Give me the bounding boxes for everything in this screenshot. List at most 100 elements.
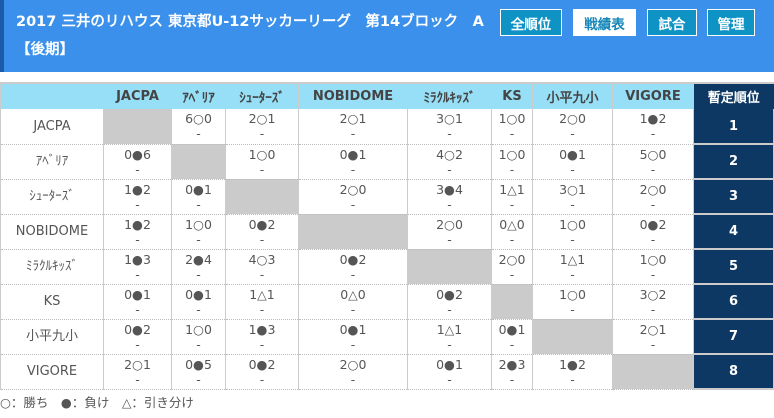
second-leg-score: - [447,196,452,212]
result-cell[interactable]: 1●3- [225,319,299,355]
first-leg-score: 2○0 [339,356,367,372]
result-cell[interactable]: 1△1- [532,249,613,285]
result-cell[interactable]: 1●3- [103,249,172,285]
result-cell[interactable]: 1○0- [491,109,533,145]
result-cell[interactable]: 3○2- [612,284,694,320]
result-cell[interactable]: 0●1- [171,179,226,215]
result-cell[interactable]: 6○0- [171,109,226,145]
result-cell[interactable]: 2○0- [298,179,408,215]
result-cell[interactable]: 1○0- [171,214,226,250]
result-cell[interactable]: 1●2- [103,214,172,250]
result-cell[interactable]: 2○1- [612,319,694,355]
result-cell[interactable]: 0●1- [298,319,408,355]
second-leg-score: - [196,371,201,387]
result-cell[interactable]: 0●2- [407,284,492,320]
result-cell[interactable]: 1△1- [225,284,299,320]
second-leg-score: - [259,126,265,141]
result-cell[interactable]: 2●4- [171,249,226,285]
result-cell[interactable]: 0●1- [298,144,408,180]
result-cell[interactable]: 1○0- [225,144,299,180]
first-leg-score: 2●3 [498,356,526,372]
result-cell[interactable]: 2○1- [103,354,172,390]
result-cell[interactable]: 1△1- [491,179,533,215]
second-leg-score: - [447,301,452,317]
first-leg-score: 2○1 [248,111,276,126]
table-row: ｱﾍﾞﾘｱ 0●6-1○0-0●1-4○2-1○0-0●1-5○0-2 [0,144,774,180]
result-cell[interactable]: 0●2- [225,214,299,250]
second-leg-score: - [447,336,452,352]
result-cell[interactable]: 1●2- [103,179,172,215]
first-leg-score: 1○0 [248,146,276,162]
first-leg-score: 0●1 [124,286,151,302]
second-leg-score: - [135,301,140,317]
second-leg-score: - [650,336,656,352]
second-leg-score: - [350,371,356,387]
result-cell[interactable]: 2○0- [298,354,408,390]
first-leg-score: 1△1 [436,321,463,337]
all-standings-button[interactable]: 全順位 [500,9,562,36]
first-leg-score: 3○1 [436,111,463,126]
result-cell[interactable]: 0●1- [532,144,613,180]
result-cell[interactable]: 0●1- [491,319,533,355]
result-cell[interactable]: 1○0- [532,214,613,250]
result-cell[interactable]: 3●4- [407,179,492,215]
first-leg-score: 1△1 [559,251,586,267]
admin-button[interactable]: 管理 [707,9,755,36]
result-cell[interactable]: 0●1- [407,354,492,390]
result-cell[interactable]: 1○0- [612,249,694,285]
result-cell[interactable]: 3○1- [407,109,492,145]
matches-button[interactable]: 試合 [647,9,697,36]
first-leg-score: 0●2 [639,216,667,232]
result-cell[interactable]: 4○2- [407,144,492,180]
result-cell[interactable]: 1△1- [407,319,492,355]
second-leg-score: - [650,126,656,141]
result-cell[interactable]: 3○1- [532,179,613,215]
result-cell[interactable]: 0●5- [171,354,226,390]
result-cell[interactable]: 1○0- [491,144,533,180]
second-leg-score: - [509,126,515,141]
results-table-button[interactable]: 戦績表 [573,9,636,36]
result-cell[interactable]: 2○0- [612,179,694,215]
table-row: 小平九小 0●2-1○0-1●3-0●1-1△1-0●1-2○1-7 [0,319,774,355]
result-cell[interactable]: 0●2- [612,214,694,250]
first-leg-score: 1●2 [639,111,667,126]
second-leg-score: - [509,371,515,387]
first-leg-score: 0●5 [185,356,212,372]
corner-cell [0,82,104,109]
first-leg-score: 0●1 [498,321,526,337]
second-leg-score: - [196,126,201,141]
result-cell[interactable]: 0●2- [298,249,408,285]
first-leg-score: 1△1 [249,286,275,302]
first-leg-score: 1●3 [124,251,151,267]
result-cell[interactable]: 2○1- [225,109,299,145]
result-cell[interactable]: 0●2- [225,354,299,390]
result-cell[interactable]: 0●6- [103,144,172,180]
second-leg-score: - [650,301,656,317]
result-cell[interactable]: 0●1- [171,284,226,320]
result-cell[interactable]: 0△0- [298,284,408,320]
result-cell[interactable]: 0●1- [103,284,172,320]
first-leg-score: 0●2 [436,286,463,302]
result-cell[interactable]: 0△0- [491,214,533,250]
result-cell[interactable]: 4○3- [225,249,299,285]
second-leg-score: - [196,196,201,212]
first-leg-score: 5○0 [639,146,667,162]
result-cell[interactable]: 5○0- [612,144,694,180]
result-cell[interactable]: 2○0- [407,214,492,250]
second-leg-score: - [135,196,140,212]
second-leg-score: - [570,231,575,247]
result-cell[interactable]: 2○1- [298,109,408,145]
result-cell[interactable]: 1●2- [612,109,694,145]
result-cell[interactable]: 1○0- [171,319,226,355]
result-cell[interactable]: 0●2- [103,319,172,355]
result-cell[interactable]: 2●3- [491,354,533,390]
result-cell[interactable]: 2○0- [491,249,533,285]
second-leg-score: - [135,266,140,282]
result-cell[interactable]: 1○0- [532,284,613,320]
result-cell[interactable]: 2○0- [532,109,613,145]
diagonal-cell [407,249,492,285]
second-leg-score: - [650,161,656,177]
first-leg-score: 0●2 [248,216,276,232]
result-cell[interactable]: 1●2- [532,354,613,390]
second-leg-score: - [135,161,140,177]
